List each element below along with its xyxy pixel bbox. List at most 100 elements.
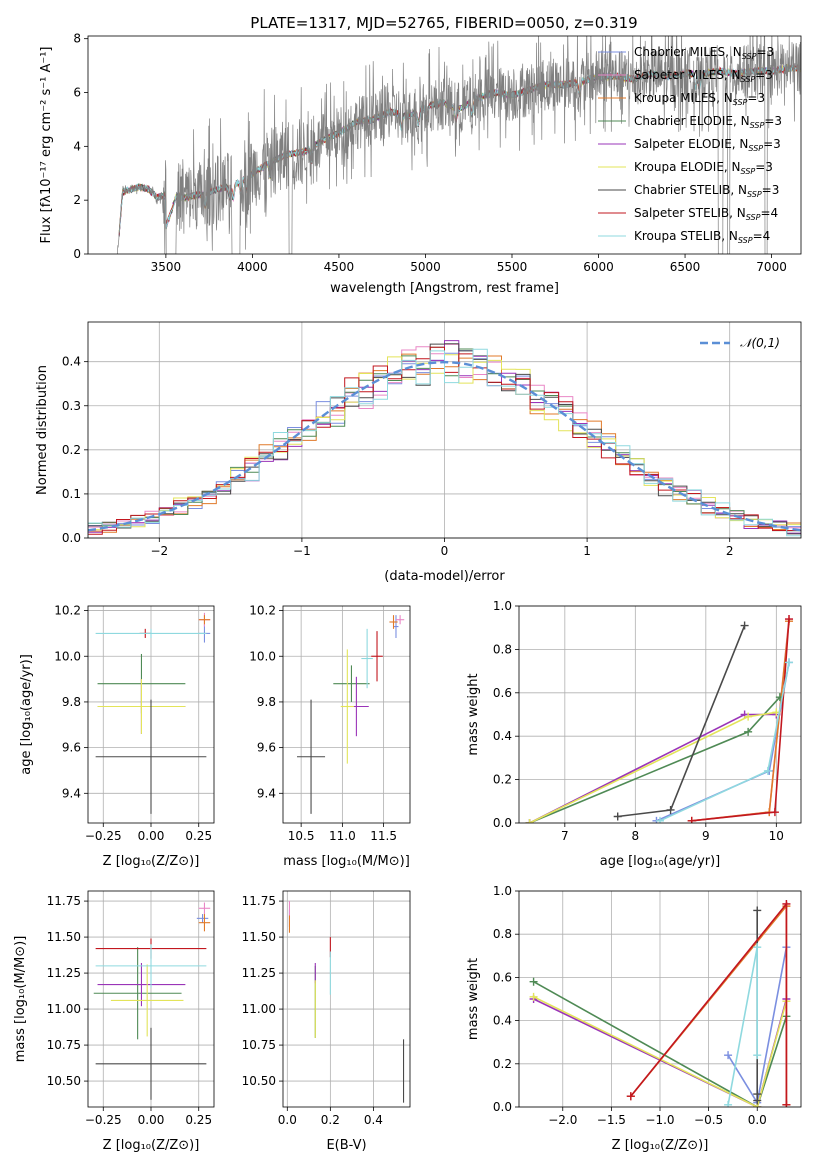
y-tick-label: 1.0: [493, 599, 512, 613]
y-tick-label: 0.8: [493, 642, 512, 656]
series-point: [763, 766, 772, 775]
legend-entry: Kroupa MILES, NSSP=3: [634, 91, 765, 107]
x-axis-label: Z [log₁₀(Z/Z⊙)]: [612, 1138, 709, 1153]
y-tick-label: 0.0: [493, 1100, 512, 1114]
y-tick-label: 0.8: [493, 927, 512, 941]
y-tick-label: 0.6: [493, 970, 512, 984]
axes-frame: [282, 605, 411, 824]
y-tick-label: 0.2: [493, 773, 512, 787]
y-axis-label: mass weight: [466, 673, 481, 755]
x-tick-label: 5500: [497, 260, 528, 274]
x-tick-label: 4000: [237, 260, 268, 274]
plot-area: [88, 340, 801, 538]
legend-name: Salpeter ELODIE: [634, 137, 732, 151]
y-tick-label: 0.6: [493, 686, 512, 700]
chart-title: PLATE=1317, MJD=52765, FIBERID=0050, z=0…: [250, 14, 637, 32]
y-tick-label: 0.0: [493, 816, 512, 830]
x-tick-label: 0: [441, 544, 449, 558]
x-tick-label: −1: [293, 544, 311, 558]
normal-curve: [88, 360, 801, 532]
x-tick-label: 11.0: [329, 829, 356, 843]
series-point: [656, 816, 664, 823]
x-tick-label: −0.5: [694, 1113, 723, 1127]
x-tick-label: −0.25: [85, 829, 122, 843]
y-axis-label: Normed distribution: [35, 365, 50, 495]
series-kroupa-stelib: [656, 658, 794, 823]
grid: [283, 891, 410, 1107]
series-point: [782, 899, 791, 908]
errorbar-chabrier-miles: [393, 615, 399, 638]
axes-frame: [518, 890, 802, 1108]
legend-nssp: 3: [765, 68, 773, 82]
errorbar-salpeter-miles: [395, 615, 405, 625]
x-axis-label: mass [log₁₀(M/M⊙)]: [283, 854, 410, 869]
y-tick-label: 11.00: [47, 1002, 81, 1016]
legend-name: Chabrier MILES: [634, 45, 725, 59]
series-point: [740, 621, 749, 630]
y-tick-label: 9.8: [257, 695, 276, 709]
y-tick-label: 11.50: [47, 930, 81, 944]
plot-area: [297, 615, 405, 814]
errorbar-chabrier-stelib: [95, 699, 207, 814]
legend: 𝒩(0,1): [700, 336, 780, 350]
x-tick-label: 4500: [324, 260, 355, 274]
errorbar-chabrier-stelib: [297, 699, 326, 814]
series-point: [724, 1051, 733, 1060]
legend-name: Chabrier ELODIE: [634, 114, 733, 128]
series-line: [529, 711, 777, 823]
series-point: [770, 808, 779, 817]
errorbar-kroupa-stelib: [95, 944, 207, 988]
series-point: [785, 615, 794, 624]
errorbar-kroupa-stelib: [95, 628, 207, 638]
legend-nssp: 3: [765, 160, 773, 174]
y-tick-label: 10.50: [242, 1074, 276, 1088]
x-tick-label: 7: [561, 829, 569, 843]
legend-nssp: 4: [763, 229, 771, 243]
legend-nssp: 3: [767, 45, 775, 59]
x-tick-label: 6000: [583, 260, 614, 274]
errorbar-salpeter-stelib: [371, 631, 383, 682]
legend-name: Kroupa ELODIE: [634, 160, 724, 174]
y-tick-label: 2: [73, 193, 81, 207]
x-tick-label: 11.5: [370, 829, 397, 843]
legend: Chabrier MILES, NSSP=3 Salpeter MILES, NS…: [598, 45, 782, 245]
x-tick-label: 3500: [151, 260, 182, 274]
series-point: [744, 712, 753, 721]
errorbar-kroupa-stelib: [361, 628, 373, 689]
errorbar-kroupa-elodie: [97, 679, 186, 734]
y-tick-label: 0.1: [62, 487, 81, 501]
x-tick-label: 0.2: [321, 1113, 340, 1127]
errorbar-salpeter-miles: [198, 902, 211, 915]
y-tick-label: 0.4: [62, 355, 81, 369]
legend-nssp: 3: [757, 91, 765, 105]
legend-nssp: 3: [772, 183, 780, 197]
chart-age-vs-mass: 10.5 11.0 11.5 9.4 9.6 9.8 10.0 10.2 mass [log₁₀…: [249, 604, 411, 869]
histogram-chabrier-stelib: [88, 343, 801, 538]
y-tick-label: 9.4: [257, 786, 276, 800]
legend-entry: Chabrier ELODIE, NSSP=3: [634, 114, 782, 130]
axes-frame: [87, 890, 215, 1108]
chart-residuals: −2 −1 0 1 2 0.0 0.1 0.2 0.3 0.4 (data-model)/error…: [35, 321, 802, 584]
errorbar-chabrier-elodie: [333, 665, 370, 702]
series-kroupa-elodie: [525, 708, 781, 823]
axes-frame: [87, 321, 802, 539]
x-tick-label: 0.4: [364, 1113, 383, 1127]
series-point: [626, 1092, 635, 1101]
y-tick-label: 10.0: [249, 649, 276, 663]
legend-name: Salpeter STELIB: [634, 206, 729, 220]
legend-nssp: 3: [774, 114, 782, 128]
x-axis-label: E(B-V): [326, 1138, 366, 1153]
legend-entry: Kroupa ELODIE, NSSP=3: [634, 160, 773, 176]
y-tick-label: 11.75: [242, 894, 276, 908]
series-point: [785, 658, 794, 667]
series-point: [753, 906, 762, 915]
series-point: [782, 1100, 791, 1107]
errorbar-kroupa-elodie: [110, 964, 184, 1037]
series-point: [666, 805, 675, 814]
series-kroupa-stelib: [724, 943, 762, 1107]
x-tick-label: 0.25: [185, 829, 212, 843]
y-tick-label: 4: [73, 139, 81, 153]
y-tick-label: 0.4: [493, 1014, 512, 1028]
y-tick-label: 9.4: [62, 786, 81, 800]
